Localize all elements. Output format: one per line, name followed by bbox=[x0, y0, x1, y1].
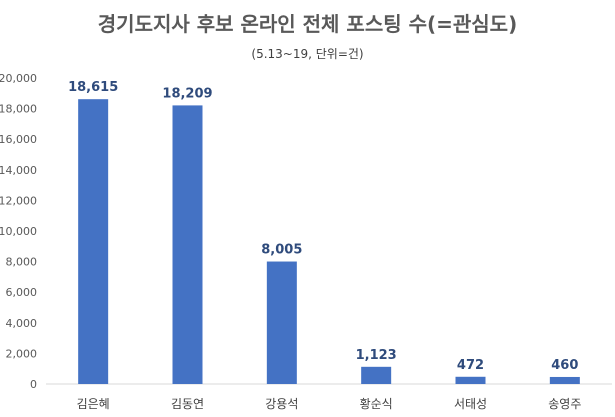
x-tick-label: 서태성 bbox=[454, 397, 487, 411]
bar bbox=[361, 366, 392, 384]
y-tick-label: 8,000 bbox=[6, 256, 38, 269]
data-label: 460 bbox=[551, 358, 578, 373]
x-tick-label: 강용석 bbox=[265, 397, 298, 411]
x-tick-label: 김은혜 bbox=[77, 397, 110, 411]
bar bbox=[172, 105, 203, 385]
chart-subtitle: (5.13~19, 단위=건) bbox=[251, 47, 364, 61]
data-label: 1,123 bbox=[356, 348, 397, 363]
chart-title: 경기도지사 후보 온라인 전체 포스팅 수(=관심도) bbox=[97, 12, 518, 36]
bar bbox=[455, 376, 486, 384]
x-tick-label: 황순식 bbox=[360, 397, 393, 411]
bar bbox=[78, 99, 109, 385]
x-tick-label: 김동연 bbox=[171, 397, 204, 411]
y-tick-label: 20,000 bbox=[0, 72, 37, 85]
data-label: 18,615 bbox=[68, 80, 118, 95]
y-tick-label: 12,000 bbox=[0, 194, 37, 207]
data-label: 472 bbox=[457, 358, 484, 373]
y-tick-label: 2,000 bbox=[6, 347, 38, 360]
bar bbox=[266, 261, 297, 384]
y-tick-label: 0 bbox=[30, 378, 37, 391]
bar bbox=[549, 376, 580, 384]
y-tick-label: 10,000 bbox=[0, 225, 37, 238]
x-tick-label: 송영주 bbox=[548, 397, 581, 411]
y-tick-label: 16,000 bbox=[0, 133, 37, 146]
data-label: 8,005 bbox=[261, 243, 302, 258]
y-tick-label: 4,000 bbox=[6, 317, 38, 330]
y-tick-label: 14,000 bbox=[0, 164, 37, 177]
y-tick-label: 18,000 bbox=[0, 103, 37, 116]
data-label: 18,209 bbox=[162, 86, 212, 101]
y-tick-label: 6,000 bbox=[6, 286, 38, 299]
